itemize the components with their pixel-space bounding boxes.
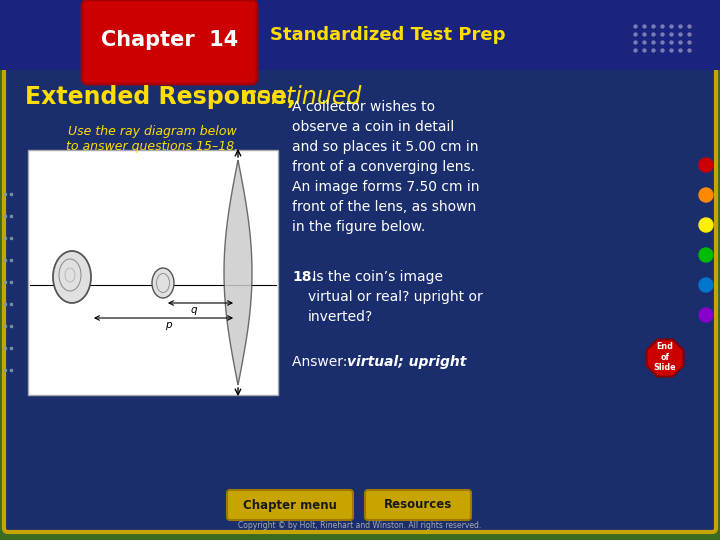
FancyBboxPatch shape <box>227 490 353 520</box>
Circle shape <box>699 278 713 292</box>
Text: 18.: 18. <box>292 270 317 284</box>
Circle shape <box>699 248 713 262</box>
Text: Resources: Resources <box>384 498 452 511</box>
Ellipse shape <box>53 251 91 303</box>
Text: Answer:: Answer: <box>292 355 352 369</box>
Text: Use the ray diagram below
to answer questions 15–18.: Use the ray diagram below to answer ques… <box>66 125 238 153</box>
Circle shape <box>699 218 713 232</box>
Text: p: p <box>165 320 171 330</box>
Text: Is the coin’s image
virtual or real? upright or
inverted?: Is the coin’s image virtual or real? upr… <box>308 270 482 324</box>
FancyBboxPatch shape <box>365 490 471 520</box>
Circle shape <box>699 158 713 172</box>
Text: End
of
Slide: End of Slide <box>654 342 676 372</box>
Circle shape <box>699 308 713 322</box>
Text: Chapter menu: Chapter menu <box>243 498 337 511</box>
Text: q: q <box>191 305 197 315</box>
Text: A collector wishes to
observe a coin in detail
and so places it 5.00 cm in
front: A collector wishes to observe a coin in … <box>292 100 480 234</box>
FancyBboxPatch shape <box>4 66 716 532</box>
Circle shape <box>699 188 713 202</box>
Text: Extended Response,: Extended Response, <box>25 85 296 109</box>
Text: Chapter  14: Chapter 14 <box>102 30 238 50</box>
Polygon shape <box>224 160 252 385</box>
Text: Standardized Test Prep: Standardized Test Prep <box>270 26 505 44</box>
Text: virtual; upright: virtual; upright <box>347 355 467 369</box>
Text: continued: continued <box>236 85 361 109</box>
Ellipse shape <box>152 268 174 298</box>
FancyBboxPatch shape <box>82 0 257 84</box>
FancyBboxPatch shape <box>28 150 278 395</box>
Text: Copyright © by Holt, Rinehart and Winston. All rights reserved.: Copyright © by Holt, Rinehart and Winsto… <box>238 522 482 530</box>
FancyBboxPatch shape <box>0 0 720 70</box>
